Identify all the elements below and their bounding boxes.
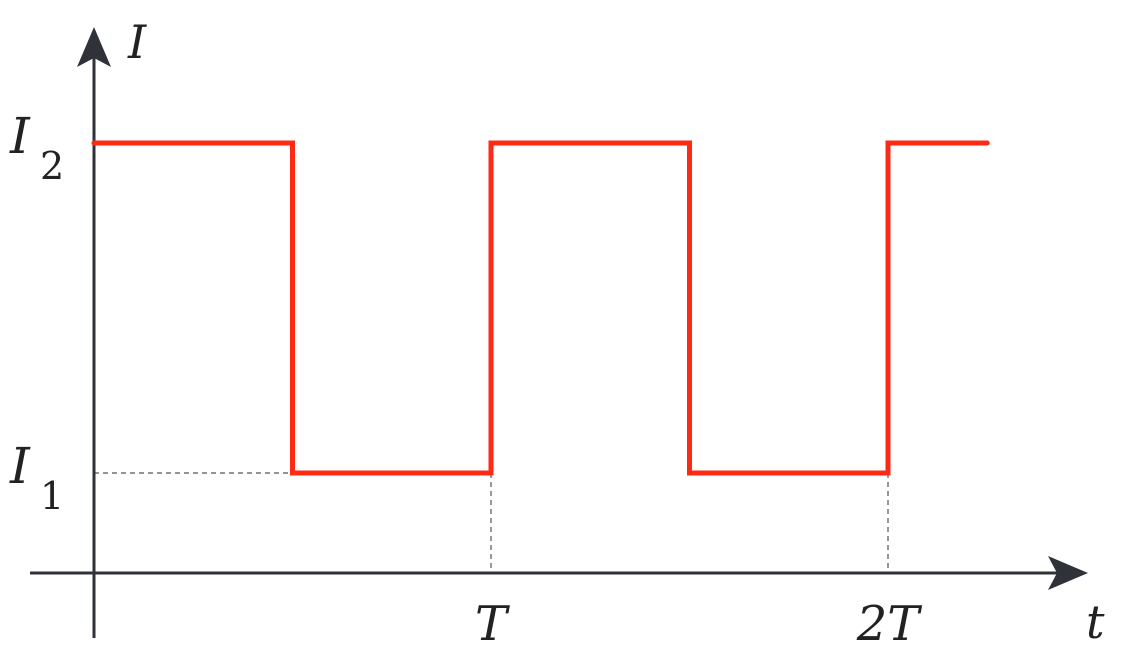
dashed-guides <box>94 472 889 573</box>
series-layer <box>91 140 990 476</box>
x-axis-arrowhead <box>1048 556 1088 590</box>
y-tick-symbol: I <box>9 437 31 495</box>
y-tick-subscript: 1 <box>40 474 64 518</box>
y-axis-arrowhead <box>77 27 111 67</box>
x-tick-label-2: 2T <box>856 596 923 652</box>
y-axis-label: I <box>127 15 147 69</box>
y-tick-subscript: 2 <box>40 144 64 188</box>
y-tick-label-1: I1 <box>9 437 64 518</box>
y-tick-symbol: I <box>9 107 31 165</box>
x-axis-label: t <box>1086 595 1105 649</box>
x-tick-label-1: T <box>475 596 510 652</box>
series-line-1 <box>91 140 990 476</box>
y-tick-label-2: I2 <box>9 107 64 188</box>
axes <box>30 27 1088 638</box>
